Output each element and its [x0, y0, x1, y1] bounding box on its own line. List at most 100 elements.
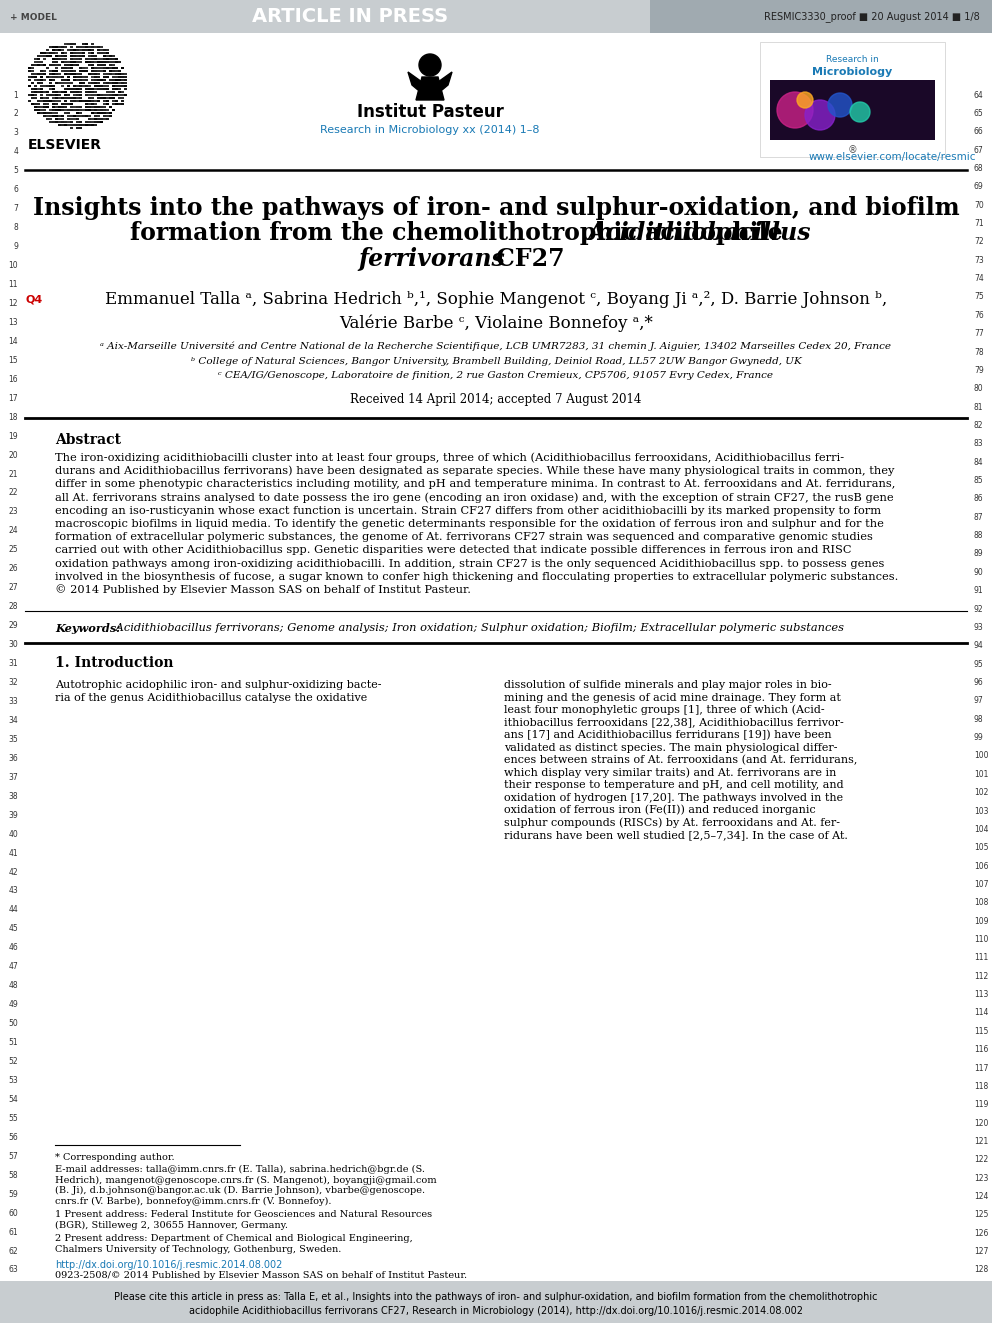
- Bar: [46, 49, 49, 52]
- Bar: [46, 54, 49, 57]
- Bar: [88, 106, 90, 108]
- Bar: [64, 123, 66, 126]
- Text: 121: 121: [974, 1136, 988, 1146]
- Bar: [43, 85, 46, 87]
- Bar: [112, 70, 114, 71]
- Bar: [64, 120, 66, 123]
- Bar: [94, 54, 96, 57]
- Bar: [97, 57, 99, 60]
- Text: ferrivorans: ferrivorans: [359, 247, 505, 271]
- Bar: [70, 61, 72, 64]
- Bar: [67, 42, 69, 45]
- Text: Emmanuel Talla ᵃ, Sabrina Hedrich ᵇ,¹, Sophie Mangenot ᶜ, Boyang Ji ᵃ,², D. Barr: Emmanuel Talla ᵃ, Sabrina Hedrich ᵇ,¹, S…: [105, 291, 887, 308]
- Bar: [37, 102, 40, 105]
- Bar: [52, 73, 55, 75]
- Bar: [76, 127, 78, 130]
- Bar: [91, 108, 93, 111]
- Bar: [97, 49, 99, 52]
- Bar: [73, 123, 75, 126]
- Bar: [82, 85, 84, 87]
- Text: ᵇ College of Natural Sciences, Bangor University, Brambell Building, Deiniol Roa: ᵇ College of Natural Sciences, Bangor Un…: [190, 356, 802, 365]
- Bar: [31, 87, 34, 90]
- Text: Valérie Barbe ᶜ, Violaine Bonnefoy ᵃ,*: Valérie Barbe ᶜ, Violaine Bonnefoy ᵃ,*: [339, 315, 653, 332]
- Bar: [73, 42, 75, 45]
- Text: 10: 10: [8, 261, 18, 270]
- Bar: [88, 52, 90, 54]
- Bar: [43, 73, 46, 75]
- Bar: [67, 108, 69, 111]
- Text: 94: 94: [974, 642, 984, 651]
- Bar: [79, 57, 81, 60]
- Text: ithiobacillus ferrooxidans [22,38], Acidithiobacillus ferrivor-: ithiobacillus ferrooxidans [22,38], Acid…: [504, 717, 844, 728]
- Bar: [91, 49, 93, 52]
- Bar: [103, 94, 105, 97]
- Bar: [43, 97, 46, 99]
- Bar: [76, 97, 78, 99]
- Bar: [97, 45, 99, 48]
- Bar: [109, 64, 111, 66]
- Bar: [55, 75, 58, 78]
- Bar: [109, 54, 111, 57]
- Bar: [61, 85, 63, 87]
- Bar: [91, 111, 93, 114]
- Bar: [43, 57, 46, 60]
- Text: 113: 113: [974, 990, 988, 999]
- Bar: [52, 111, 55, 114]
- Text: 92: 92: [974, 605, 984, 614]
- Bar: [124, 75, 127, 78]
- Text: 24: 24: [8, 527, 18, 536]
- Polygon shape: [408, 71, 422, 90]
- Bar: [43, 115, 46, 116]
- Bar: [91, 52, 93, 54]
- Bar: [70, 102, 72, 105]
- Text: formation from the chemolithotrophic acidophile: formation from the chemolithotrophic aci…: [130, 221, 862, 245]
- Text: 22: 22: [9, 488, 18, 497]
- Text: 127: 127: [974, 1248, 988, 1256]
- Bar: [52, 85, 55, 87]
- Text: 103: 103: [974, 807, 988, 815]
- Bar: [58, 75, 61, 78]
- Text: 20: 20: [8, 451, 18, 459]
- Text: 115: 115: [974, 1027, 988, 1036]
- Bar: [31, 94, 34, 97]
- Bar: [34, 108, 37, 111]
- Bar: [106, 85, 108, 87]
- Bar: [106, 52, 108, 54]
- Bar: [82, 42, 84, 45]
- Bar: [46, 52, 49, 54]
- Bar: [70, 118, 72, 120]
- Bar: [76, 49, 78, 52]
- Text: Insights into the pathways of iron- and sulphur-oxidation, and biofilm: Insights into the pathways of iron- and …: [33, 196, 959, 220]
- Bar: [88, 90, 90, 93]
- Bar: [40, 75, 43, 78]
- Bar: [97, 73, 99, 75]
- Bar: [88, 108, 90, 111]
- Text: 117: 117: [974, 1064, 988, 1073]
- Bar: [76, 94, 78, 97]
- Text: 122: 122: [974, 1155, 988, 1164]
- Text: 36: 36: [8, 754, 18, 763]
- Text: differ in some phenotypic characteristics including motility, and pH and tempera: differ in some phenotypic characteristic…: [55, 479, 896, 490]
- Bar: [79, 82, 81, 83]
- Bar: [31, 102, 34, 105]
- Text: 23: 23: [8, 508, 18, 516]
- Text: 47: 47: [8, 962, 18, 971]
- Bar: [67, 82, 69, 83]
- Bar: [70, 66, 72, 69]
- Text: 102: 102: [974, 789, 988, 798]
- Bar: [58, 123, 61, 126]
- Bar: [55, 118, 58, 120]
- Bar: [103, 82, 105, 83]
- Bar: [88, 64, 90, 66]
- Text: 28: 28: [9, 602, 18, 611]
- Bar: [0, 0, 992, 33]
- Bar: [79, 73, 81, 75]
- Bar: [91, 42, 93, 45]
- Bar: [115, 57, 117, 60]
- Bar: [52, 108, 55, 111]
- Bar: [97, 52, 99, 54]
- Bar: [112, 82, 114, 83]
- Bar: [85, 85, 87, 87]
- Text: ans [17] and Acidithiobacillus ferridurans [19]) have been: ans [17] and Acidithiobacillus ferridura…: [504, 730, 831, 741]
- Bar: [106, 66, 108, 69]
